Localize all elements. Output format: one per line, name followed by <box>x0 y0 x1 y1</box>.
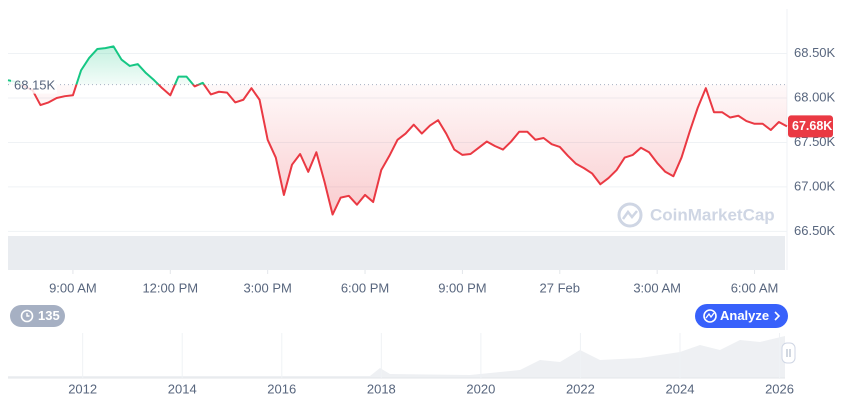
current-price-label: 67.68K <box>792 119 832 133</box>
x-tick-label: 6:00 AM <box>731 280 779 295</box>
x-tick-label: 9:00 PM <box>438 280 486 295</box>
plot <box>7 45 788 232</box>
area <box>8 46 787 215</box>
x-tick-label: 3:00 PM <box>243 280 291 295</box>
y-tick-label: 68.50K <box>794 45 836 60</box>
badge[interactable]: 135 <box>10 305 65 327</box>
overview <box>8 333 796 379</box>
watermark-text: CoinMarketCap <box>650 205 775 224</box>
x-tick-label: 27 Feb <box>540 280 580 295</box>
baseline-label-bg <box>11 76 57 94</box>
overview-tick-label: 2020 <box>466 381 495 396</box>
y-tick-label: 66.50K <box>794 223 836 238</box>
y-tick-label: 67.50K <box>794 134 836 149</box>
y-tick-label: 68.00K <box>794 89 836 104</box>
overview-tick-label: 2012 <box>68 381 97 396</box>
overview-tick-label: 2024 <box>666 381 695 396</box>
overview-handle[interactable] <box>781 342 796 364</box>
handle-grip <box>786 349 791 357</box>
y-tick-label: 67.00K <box>794 178 836 193</box>
overview-tick-label: 2014 <box>168 381 197 396</box>
overview-area <box>8 336 785 378</box>
x-tick-label: 6:00 PM <box>341 280 389 295</box>
baseline-label: 68.15K <box>14 78 56 93</box>
watermark: CoinMarketCap <box>617 202 775 228</box>
overview-tick-label: 2022 <box>566 381 595 396</box>
x-tick-label: 3:00 AM <box>633 280 681 295</box>
overview-tick-label: 2026 <box>765 381 794 396</box>
badge-text: 135 <box>38 308 60 323</box>
current-price-tag <box>788 115 833 138</box>
x-tick-label: 12:00 PM <box>142 280 198 295</box>
overview-tick-label: 2016 <box>267 381 296 396</box>
button-label: Analyze <box>720 308 769 323</box>
overview-tick-label: 2018 <box>367 381 396 396</box>
volume-band <box>8 236 785 270</box>
analyze-button[interactable]: Analyze <box>695 304 788 328</box>
x-tick-label: 9:00 AM <box>49 280 97 295</box>
price-line <box>7 45 788 216</box>
